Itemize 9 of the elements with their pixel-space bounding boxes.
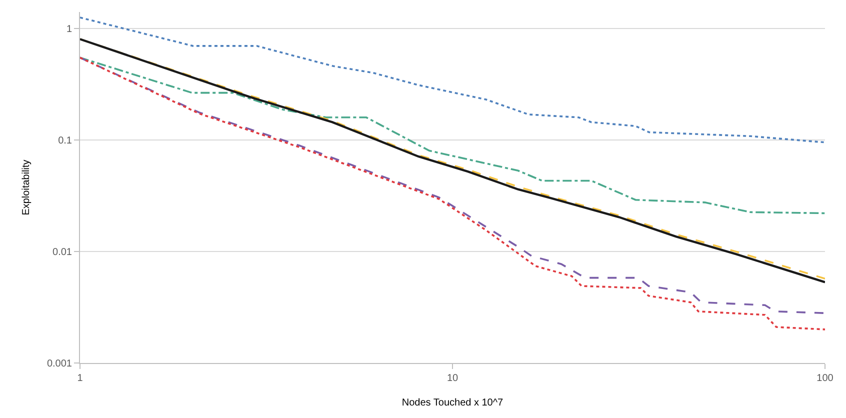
- y-axis-title: Exploitability: [20, 160, 32, 216]
- y-tick-label: 0.1: [58, 135, 72, 146]
- y-tick-label: 0.001: [46, 358, 72, 370]
- y-tick-label: 1: [66, 24, 72, 35]
- y-tick-label: 0.01: [52, 246, 72, 258]
- x-tick-label: 1: [77, 373, 84, 384]
- x-axis-title: Nodes Touched x 10^7: [402, 398, 504, 408]
- x-tick-label: 100: [816, 373, 834, 384]
- x-tick-label: 10: [446, 373, 458, 384]
